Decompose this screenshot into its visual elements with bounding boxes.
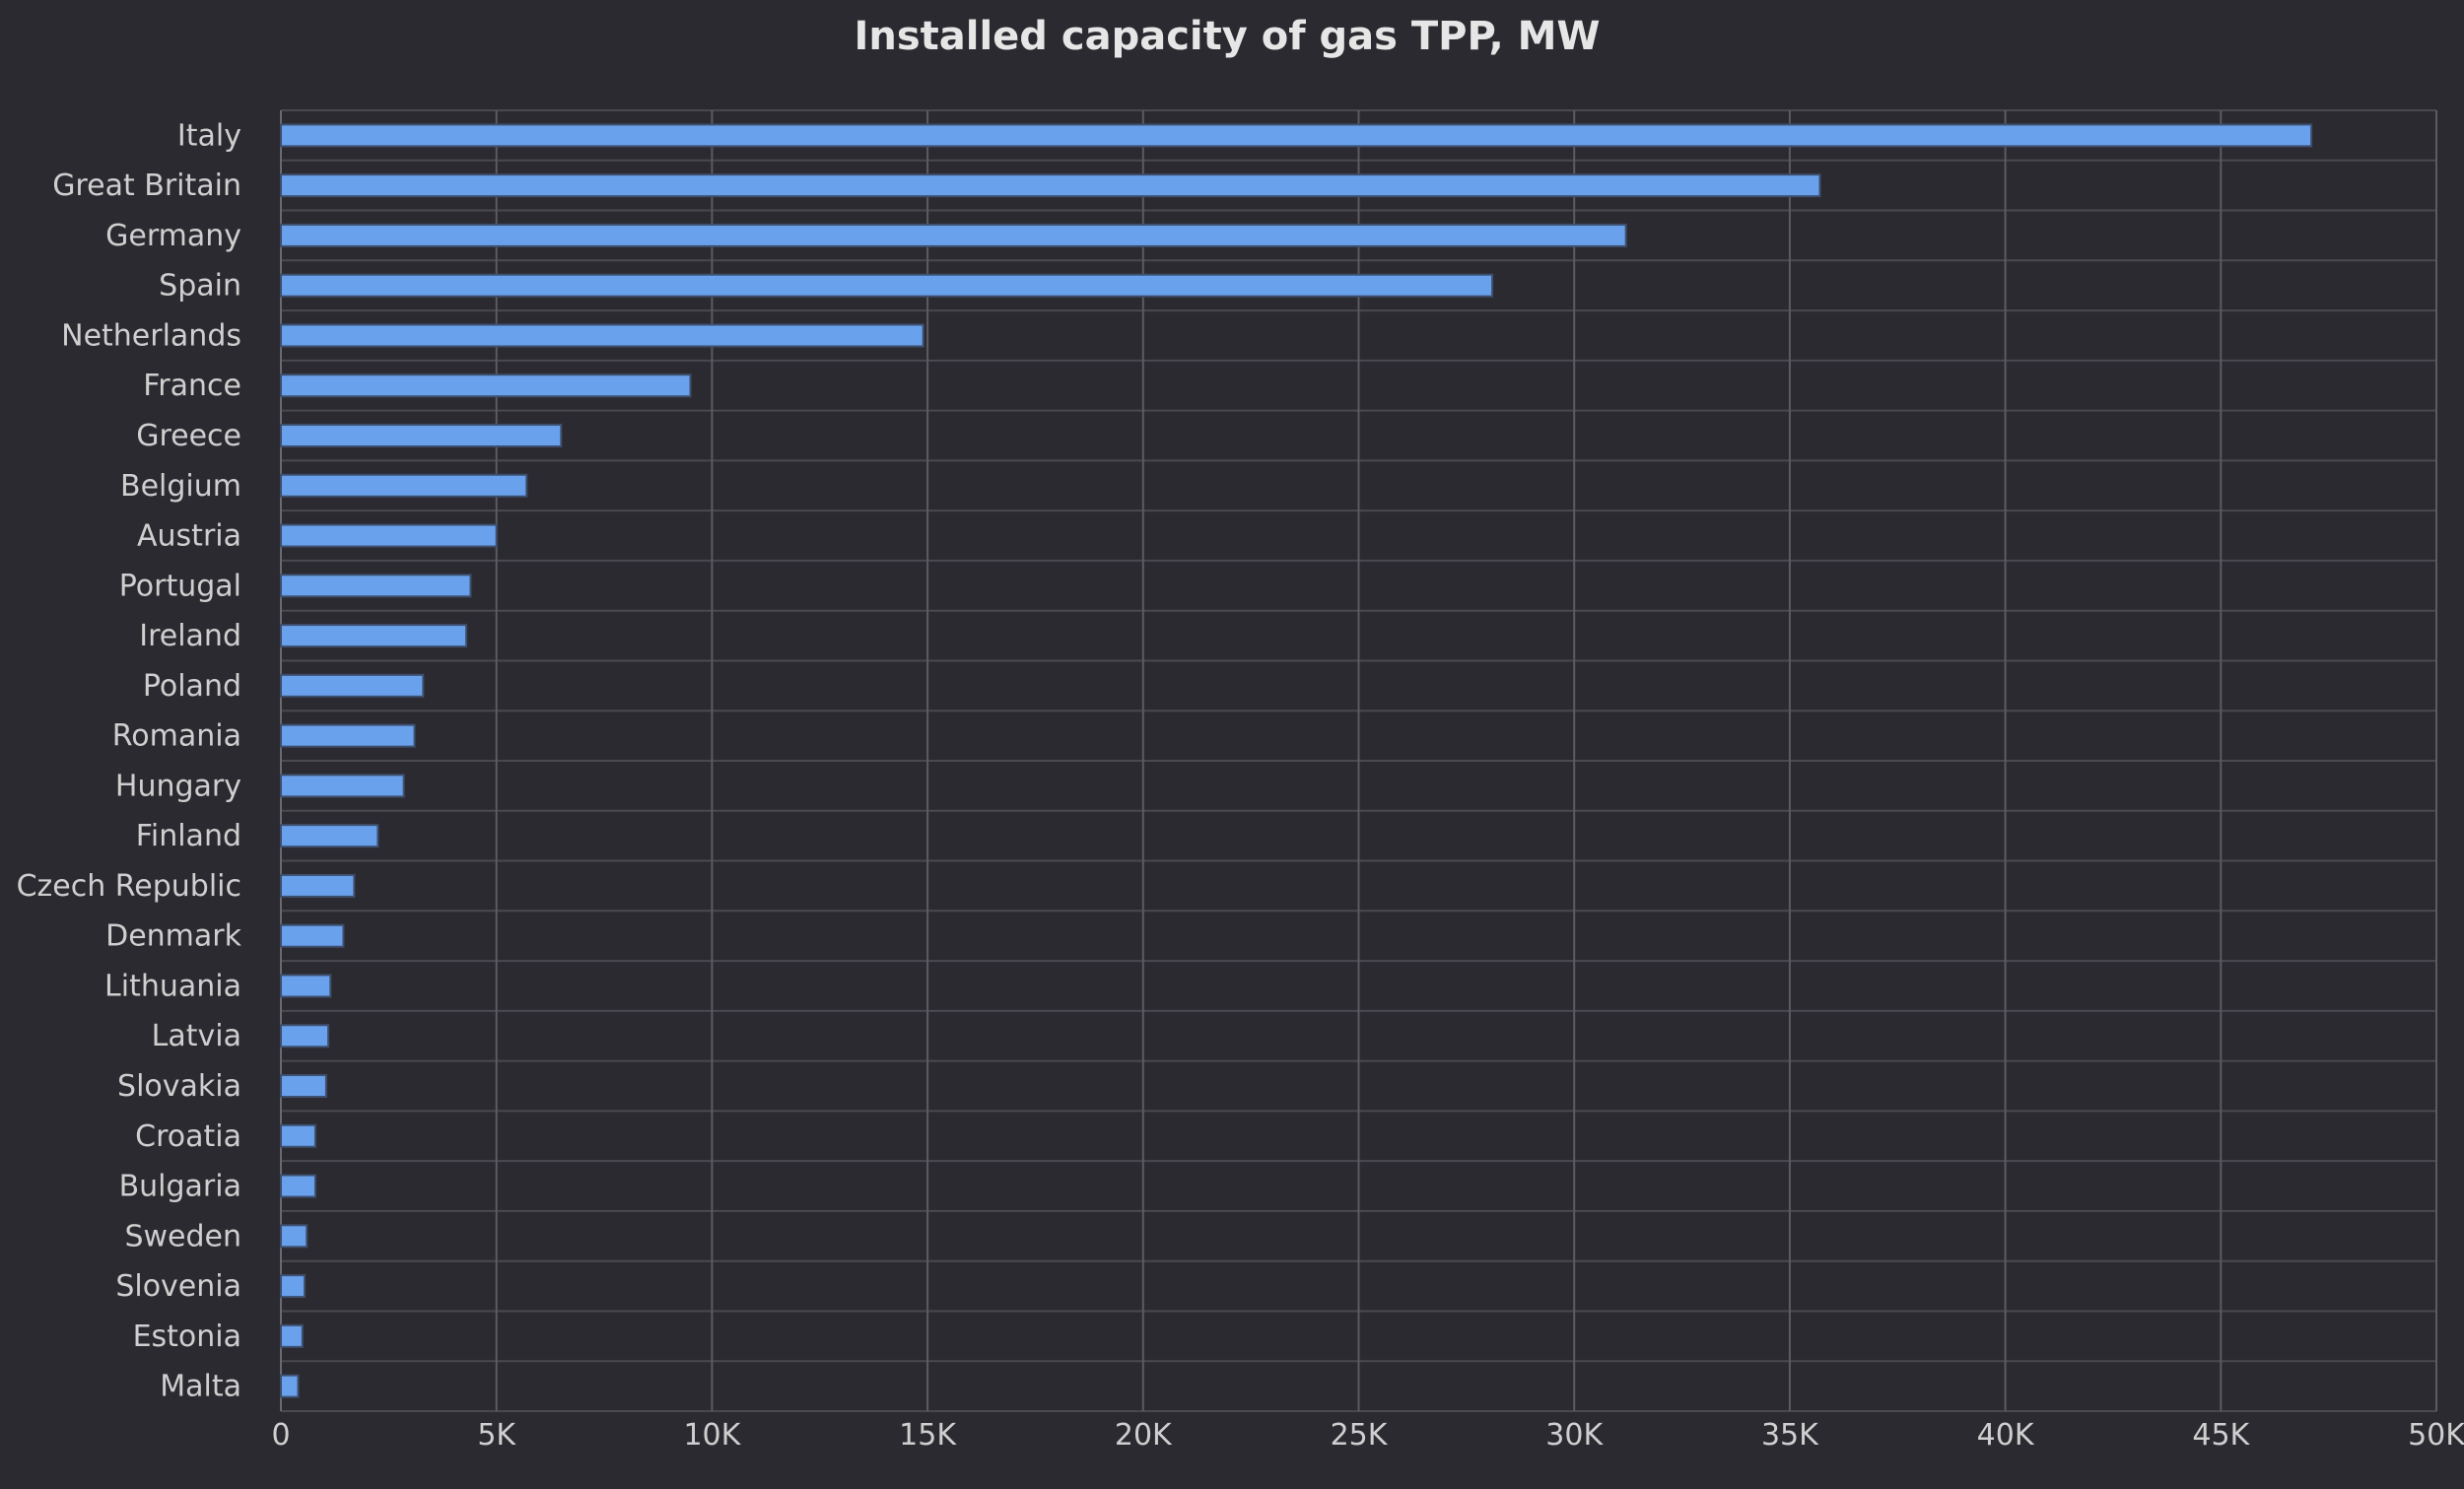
category-label: Lithuania [104, 969, 241, 1003]
category-label: Great Britain [52, 169, 241, 203]
category-label: Slovakia [117, 1069, 241, 1104]
bar-netherlands[interactable] [280, 323, 924, 348]
category-label: Finland [136, 819, 241, 853]
category-label: Slovenia [115, 1269, 241, 1304]
bar-greece[interactable] [280, 424, 563, 447]
category-label: Belgium [120, 469, 241, 504]
bar-germany[interactable] [280, 223, 1627, 247]
grid-lines [280, 109, 2437, 1412]
bar-estonia[interactable] [280, 1323, 304, 1348]
bar-slovakia[interactable] [280, 1074, 327, 1098]
bar-sweden[interactable] [280, 1224, 308, 1249]
x-tick-label: 30K [1545, 1418, 1604, 1453]
x-tick-label: 45K [2192, 1418, 2250, 1453]
category-label: Denmark [105, 919, 242, 954]
category-label: Latvia [152, 1019, 241, 1053]
bar-austria[interactable] [280, 523, 498, 548]
category-label: Austria [137, 519, 241, 554]
bar-bulgaria[interactable] [280, 1174, 316, 1198]
bar-poland[interactable] [280, 673, 425, 698]
x-tick-label: 20K [1115, 1418, 1173, 1453]
x-tick-label: 35K [1761, 1418, 1819, 1453]
bar-czech-republic[interactable] [280, 873, 356, 898]
x-tick-label: 25K [1331, 1418, 1389, 1453]
category-label: Netherlands [61, 318, 241, 353]
bars [280, 123, 2313, 1398]
bar-romania[interactable] [280, 723, 416, 748]
category-label: Estonia [133, 1320, 241, 1354]
bar-latvia[interactable] [280, 1024, 330, 1049]
category-label: Romania [112, 719, 241, 754]
category-label: Germany [105, 219, 241, 253]
bar-portugal[interactable] [280, 574, 472, 598]
category-label: Malta [160, 1370, 241, 1404]
category-label: Croatia [135, 1119, 241, 1154]
category-label: Poland [143, 669, 241, 704]
bar-slovenia[interactable] [280, 1274, 307, 1299]
chart-title: Installed capacity of gas TPP, MW [854, 14, 1600, 59]
category-label: Spain [159, 269, 241, 304]
bar-spain[interactable] [280, 273, 1494, 298]
x-tick-label: 50K [2408, 1418, 2464, 1453]
category-label: Greece [136, 419, 241, 453]
bar-finland[interactable] [280, 824, 379, 848]
category-label: Ireland [139, 619, 241, 653]
x-tick-label: 0 [271, 1418, 290, 1453]
bar-great-britain[interactable] [280, 173, 1821, 198]
bar-lithuania[interactable] [280, 974, 332, 998]
bar-france[interactable] [280, 373, 692, 398]
bar-italy[interactable] [280, 123, 2313, 148]
x-tick-label: 40K [1977, 1418, 2035, 1453]
x-tick-label: 10K [683, 1418, 741, 1453]
bar-hungary[interactable] [280, 774, 405, 798]
category-label: Hungary [115, 769, 241, 803]
bar-ireland[interactable] [280, 624, 468, 648]
x-tick-label: 15K [899, 1418, 957, 1453]
bar-croatia[interactable] [280, 1123, 316, 1148]
bar-belgium[interactable] [280, 473, 528, 498]
category-label: France [143, 369, 241, 403]
bar-denmark[interactable] [280, 923, 345, 948]
category-label: Portugal [119, 569, 241, 603]
category-label: Sweden [124, 1219, 241, 1253]
category-label: Czech Republic [17, 869, 241, 904]
category-label: Bulgaria [119, 1170, 241, 1204]
bar-malta[interactable] [280, 1374, 300, 1398]
x-tick-label: 5K [477, 1418, 516, 1453]
category-label: Italy [177, 118, 241, 153]
x-tick-labels: 0 5K 10K 15K 20K 25K 30K 35K 40K 45K 50K [271, 1418, 2464, 1453]
category-labels: Italy Great Britain Germany Spain Netherland… [17, 118, 242, 1403]
